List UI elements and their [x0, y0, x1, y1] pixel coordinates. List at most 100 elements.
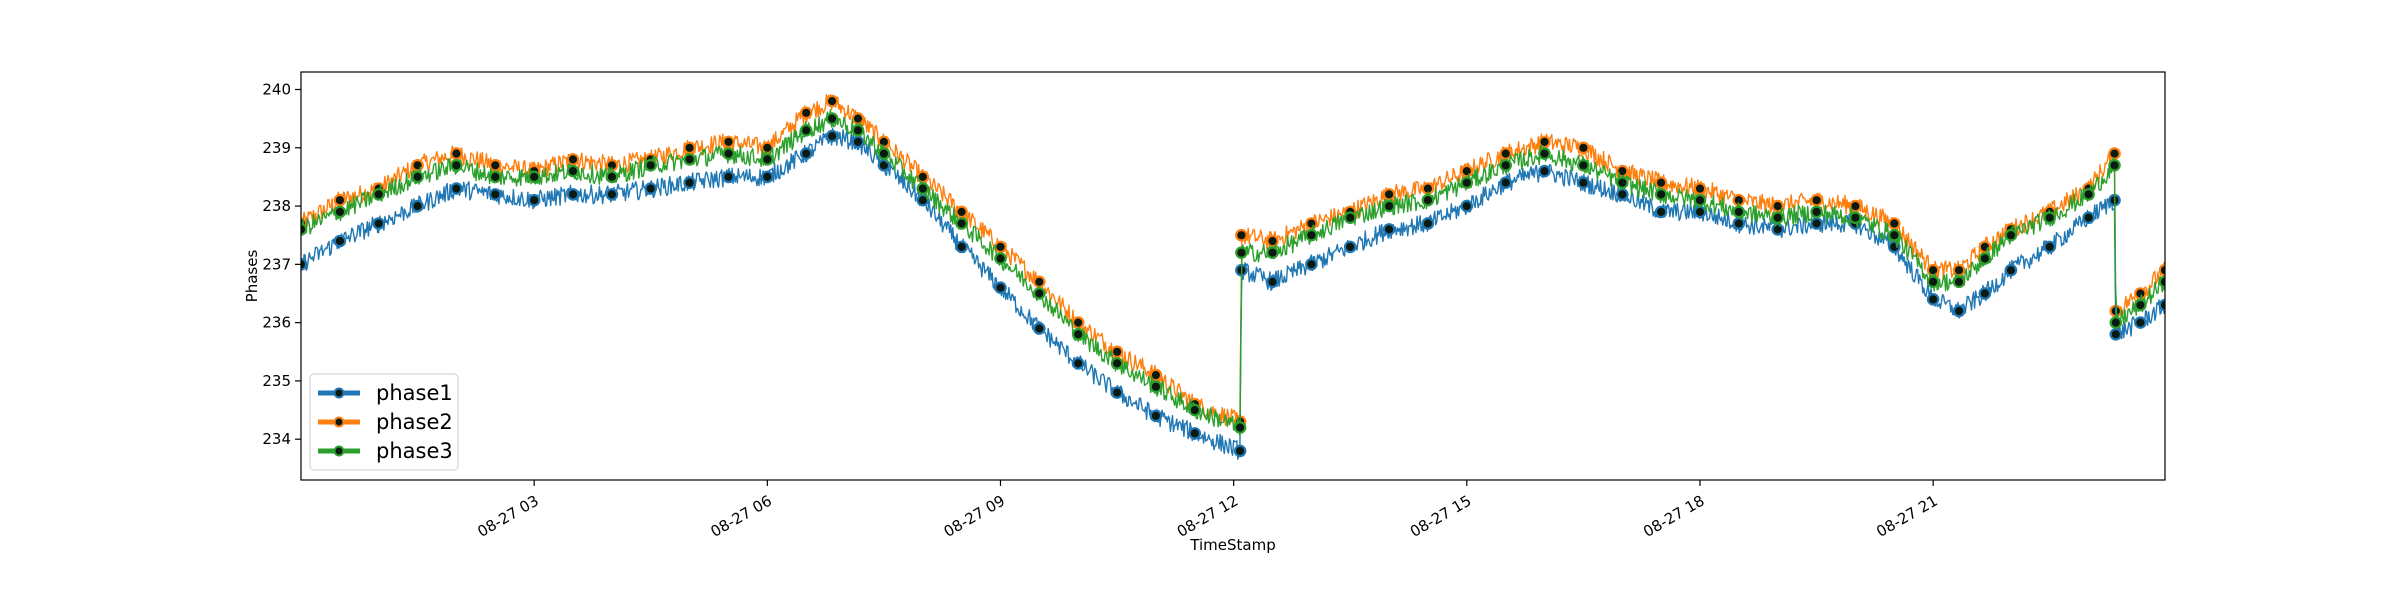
point-phase3-32 — [1460, 176, 1474, 189]
point-phase3-35 — [1577, 159, 1590, 172]
point-phase3-8 — [605, 170, 619, 184]
y-axis-label: Phases — [243, 250, 261, 303]
series-group — [301, 94, 2165, 460]
legend-marker-phase1 — [333, 387, 345, 399]
point-phase3-30 — [1382, 199, 1396, 213]
point-phase2-13 — [799, 106, 813, 120]
point-phase1-2 — [372, 217, 385, 230]
point-phase1-44 — [1926, 292, 1940, 306]
point-phase2-3 — [411, 159, 424, 172]
point-phase1-1 — [333, 234, 347, 248]
point-phase1-15 — [851, 135, 865, 149]
legend-item-phase3: phase3 — [318, 439, 453, 463]
x-tick-label-3: 08-27 12 — [1174, 492, 1241, 541]
point-phase1-38 — [1693, 205, 1707, 219]
point-phase2-7 — [566, 153, 580, 166]
legend-marker-phase2 — [333, 416, 345, 428]
plot-area — [301, 94, 2165, 460]
point-phase3-36 — [1616, 176, 1629, 189]
x-tick-label-5: 08-27 18 — [1640, 492, 1707, 541]
point-phase3-10 — [683, 153, 696, 166]
series-phase1 — [301, 127, 2165, 460]
point-phase3-3 — [411, 170, 424, 184]
point-phase1-32 — [1460, 199, 1474, 213]
point-phase3-17 — [916, 182, 930, 195]
point-phase3-12 — [760, 153, 774, 166]
point-phase3-5 — [488, 170, 502, 184]
point-phase1-8 — [605, 188, 619, 201]
point-phase3-47 — [2004, 228, 2018, 242]
legend-marker-phase3 — [333, 445, 345, 457]
point-phase1-16 — [877, 159, 891, 172]
point-phase3-20 — [1033, 287, 1046, 300]
point-phase3-26 — [1235, 246, 1248, 259]
point-phase3-11 — [722, 147, 735, 160]
point-phase1-30 — [1382, 223, 1396, 236]
series-line-phase2 — [301, 94, 2165, 426]
y-tick-label-4: 238 — [262, 197, 291, 215]
point-phase2-4 — [450, 147, 463, 160]
point-phase3-44 — [1926, 275, 1940, 289]
point-phase3-2 — [372, 188, 385, 201]
point-phase1-18 — [955, 240, 968, 254]
point-phase2-1 — [333, 193, 347, 207]
legend-label-phase3: phase3 — [376, 439, 453, 463]
point-phase1-3 — [411, 199, 424, 213]
y-tick-label-3: 237 — [262, 255, 291, 273]
point-phase1-10 — [683, 176, 696, 189]
point-phase3-24 — [1188, 403, 1202, 417]
point-phase2-42 — [1849, 199, 1862, 213]
point-phase3-0 — [301, 223, 308, 236]
point-phase3-39 — [1732, 205, 1746, 219]
point-phase3-1 — [333, 205, 347, 219]
x-tick-label-2: 08-27 09 — [941, 492, 1008, 541]
point-phase2-19 — [994, 240, 1007, 254]
point-phase1-49 — [2082, 211, 2095, 224]
series-phase3 — [301, 109, 2165, 437]
point-phase3-21 — [1071, 327, 1085, 341]
point-phase3-53 — [2158, 275, 2165, 289]
x-tick-label-6: 08-27 21 — [1873, 492, 1940, 541]
point-phase3-15 — [851, 124, 865, 137]
point-phase3-40 — [1771, 211, 1784, 224]
point-phase1-36 — [1616, 188, 1629, 201]
point-phase2-14 — [825, 94, 839, 108]
point-phase1-47 — [2004, 263, 2018, 277]
point-phase3-38 — [1693, 193, 1707, 207]
point-phase3-18 — [955, 217, 968, 230]
point-phase3-51 — [2109, 316, 2123, 329]
point-phase2-27 — [1266, 234, 1279, 248]
point-phase3-22 — [1110, 357, 1124, 370]
point-phase2-30 — [1382, 188, 1396, 201]
point-phase3-16 — [877, 147, 891, 160]
point-phase3-13 — [799, 124, 813, 137]
legend-box — [309, 373, 459, 471]
y-tick-label-5: 239 — [262, 139, 291, 157]
point-phase1-5 — [488, 188, 502, 201]
x-axis: 08-27 03 08-27 06 08-27 09 08-27 12 08-27 15… — [474, 480, 1941, 541]
point-phase1-45 — [1952, 304, 1966, 318]
point-phase1-51 — [2109, 327, 2123, 341]
point-phase2-23 — [1149, 368, 1163, 382]
point-phase1-34 — [1538, 164, 1551, 178]
point-phase1-4 — [450, 182, 463, 195]
point-phase1-0 — [301, 258, 308, 271]
x-tick-label-1: 08-27 06 — [708, 492, 775, 541]
point-phase2-53 — [2158, 263, 2165, 277]
plot-frame — [300, 71, 2166, 481]
point-phase1-31 — [1421, 217, 1435, 230]
point-phase3-7 — [566, 164, 580, 178]
point-phase2-50 — [2108, 147, 2121, 160]
point-phase3-27 — [1266, 246, 1279, 259]
point-phase2-38 — [1693, 182, 1707, 195]
point-phase3-6 — [527, 170, 541, 184]
y-tick-label-6: 240 — [262, 80, 291, 98]
point-phase1-52 — [2134, 316, 2147, 329]
series-phase2 — [301, 94, 2165, 428]
point-phase1-46 — [1978, 287, 1992, 300]
point-phase1-35 — [1577, 176, 1590, 189]
y-tick-label-0: 234 — [262, 430, 291, 448]
legend-item-phase2: phase2 — [318, 410, 453, 434]
point-phase1-24 — [1188, 427, 1202, 440]
point-phase1-9 — [644, 182, 657, 195]
